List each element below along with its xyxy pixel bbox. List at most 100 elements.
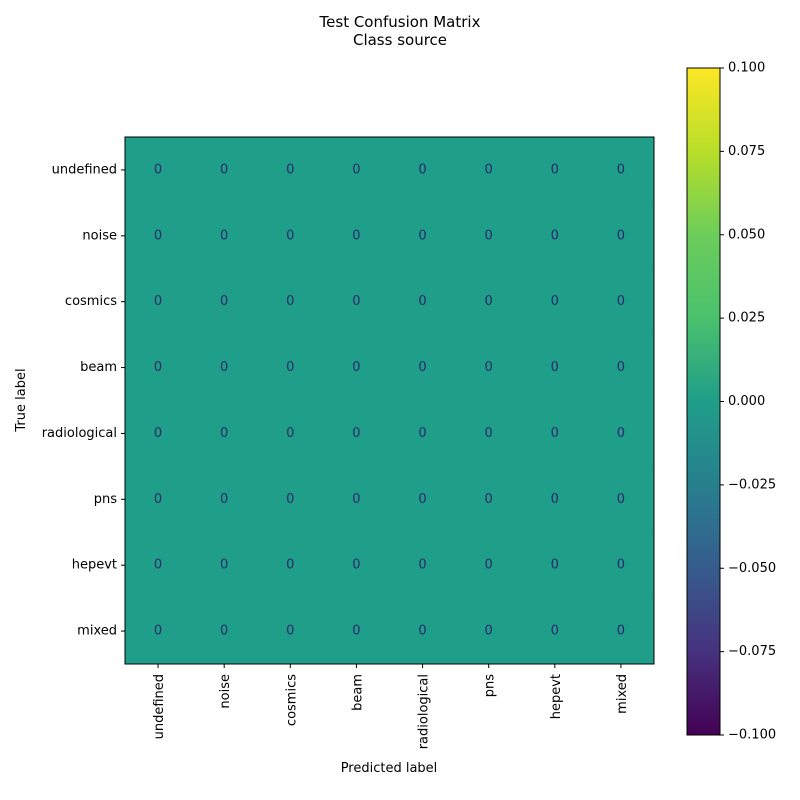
heatmap-cell [125,532,192,599]
heatmap-cell [389,334,457,401]
heatmap-cell [191,202,258,270]
cell-value-label: 0 [352,162,360,177]
colorbar-tick-label: 0.050 [728,227,765,242]
heatmap-cell [455,598,523,665]
colorbar-tick-label: −0.025 [728,477,776,492]
heatmap-cell [455,400,523,467]
heatmap-cell [587,334,655,401]
colorbar-tick-label: −0.050 [728,561,776,576]
cell-value-label: 0 [551,294,559,309]
y-tick-label: undefined [52,162,117,177]
cell-value-label: 0 [154,294,162,309]
cell-value-label: 0 [485,624,493,639]
heatmap-cell [587,202,655,270]
heatmap-cell [455,334,523,401]
cell-value-label: 0 [617,426,625,441]
heatmap-cell [389,466,457,533]
heatmap-cell [191,532,258,599]
x-tick-label: radiological [417,674,432,749]
heatmap-cell [191,268,258,336]
x-tick-label: pns [483,674,498,697]
heatmap-cell [125,268,192,336]
cell-value-label: 0 [154,360,162,375]
cell-value-label: 0 [617,228,625,243]
heatmap-cell [125,598,192,665]
heatmap-cell [323,334,390,401]
cell-value-label: 0 [286,558,294,573]
cell-value-label: 0 [220,426,228,441]
heatmap-cell [587,598,655,665]
cell-value-label: 0 [418,294,426,309]
heatmap-cell [191,334,258,401]
heatmap-cell [521,334,589,401]
cell-value-label: 0 [286,228,294,243]
cell-value-label: 0 [485,360,493,375]
cell-value-label: 0 [485,492,493,507]
cell-value-label: 0 [418,360,426,375]
heatmap-cell [389,137,457,204]
heatmap-cell [587,400,655,467]
cell-value-label: 0 [154,558,162,573]
heatmap-cell [257,268,324,336]
heatmap-cell [125,334,192,401]
x-axis-label: Predicted label [341,761,438,776]
cell-value-label: 0 [352,360,360,375]
x-axis-ticks: undefined noise cosmics beam radiological pns… [152,664,630,749]
heatmap-cell [587,466,655,533]
heatmap-cell [125,400,192,467]
heatmap-cell [323,466,390,533]
cell-value-label: 0 [286,426,294,441]
cell-value-label: 0 [220,360,228,375]
heatmap-cell [389,532,457,599]
heatmap-cell [521,598,589,665]
cell-value-label: 0 [220,558,228,573]
heatmap-cell [191,400,258,467]
y-axis-label: True label [14,368,29,432]
cell-value-label: 0 [485,558,493,573]
cell-value-label: 0 [220,624,228,639]
heatmap-cell [323,400,390,467]
cell-value-label: 0 [220,492,228,507]
cell-value-label: 0 [286,294,294,309]
heatmap-cell [257,400,324,467]
heatmap-cell [257,532,324,599]
colorbar-tick-label: 0.075 [728,144,765,159]
x-tick-label: cosmics [284,674,299,726]
heatmap-cell [521,202,589,270]
cell-value-label: 0 [286,360,294,375]
x-tick-label: beam [350,674,365,711]
cell-value-label: 0 [617,162,625,177]
heatmap-cell [257,466,324,533]
cell-value-label: 0 [551,492,559,507]
heatmap-cell [587,268,655,336]
heatmap-cell [455,202,523,270]
cell-value-label: 0 [154,492,162,507]
heatmap-cell [323,137,390,204]
x-tick-label: noise [218,674,233,709]
cell-value-label: 0 [286,162,294,177]
heatmap-cell [257,137,324,204]
cell-value-label: 0 [286,492,294,507]
cell-value-label: 0 [551,558,559,573]
colorbar-tick-label: 0.100 [728,61,765,76]
heatmap-cell [323,202,390,270]
x-tick-label: hepevt [549,674,564,719]
heatmap-cell [323,598,390,665]
cell-value-label: 0 [154,228,162,243]
heatmap-cell [521,400,589,467]
colorbar-tick-label: 0.025 [728,311,765,326]
heatmap-cell [389,400,457,467]
y-tick-label: hepevt [72,558,117,573]
cell-value-label: 0 [418,492,426,507]
cell-value-label: 0 [418,558,426,573]
colorbar-ticks: −0.100 −0.075 −0.050 −0.025 0.000 0.025 0.050 0… [720,61,776,743]
cell-value-label: 0 [286,624,294,639]
cell-value-label: 0 [220,294,228,309]
heatmap-cell [455,137,523,204]
colorbar-tick-label: −0.075 [728,644,776,659]
y-axis-ticks: undefined noise cosmics beam radiological pns… [42,162,125,639]
heatmap-cell [389,598,457,665]
cell-value-label: 0 [154,624,162,639]
heatmap-cell [125,137,192,204]
